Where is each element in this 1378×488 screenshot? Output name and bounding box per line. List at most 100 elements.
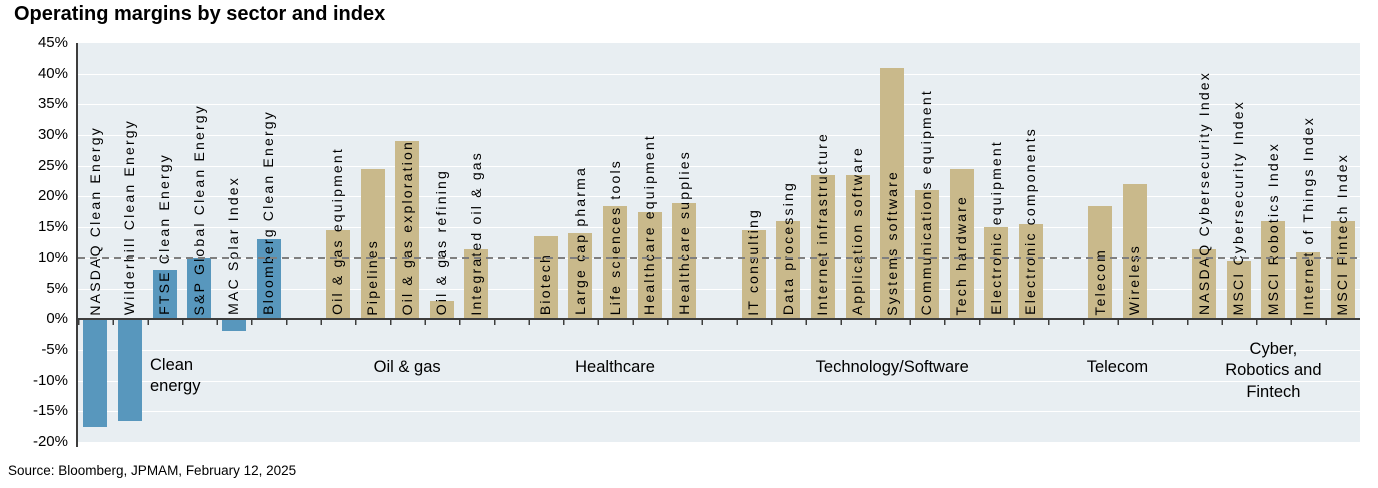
gridline: [78, 227, 1360, 229]
bar-label: Oil & gas exploration: [398, 139, 415, 316]
gridline: [78, 349, 1360, 351]
bar: [1261, 221, 1286, 320]
bar-label: Pipelines: [364, 238, 380, 316]
gridline: [78, 411, 1360, 413]
group-label: Technology/Software: [815, 358, 969, 376]
bar: [429, 300, 454, 320]
bar-label: Integrated oil & gas: [467, 150, 484, 316]
bar-label: Wireless: [1126, 243, 1143, 316]
bar-label: Healthcare equipment: [641, 134, 658, 316]
bar-label: Internet infrastructure: [814, 131, 831, 316]
bar-label: Bloomberg Clean Energy: [260, 110, 277, 316]
y-axis-line: [76, 43, 78, 447]
bar: [325, 230, 350, 320]
plot-area: NASDAQ Clean Energy Wilderhill Clean Ener…: [78, 43, 1360, 442]
y-tick-label: -10%: [32, 371, 68, 389]
y-tick-label: 20%: [37, 187, 68, 205]
y-tick-label: 10%: [37, 248, 68, 266]
gridline: [78, 380, 1360, 382]
bar-label: NASDAQ Clean Energy: [86, 125, 103, 316]
chart-title: Operating margins by sector and index: [14, 3, 386, 25]
y-tick-label: 0%: [46, 310, 68, 328]
bar: [256, 239, 281, 320]
x-axis-line: [78, 318, 1360, 321]
bar: [810, 174, 835, 320]
gridline: [78, 165, 1360, 167]
bar-label: Electronic components: [1022, 127, 1039, 316]
bar-label: Application software: [849, 145, 866, 316]
bar-label: Wilderhill Clean Energy: [121, 119, 138, 316]
y-tick-label: 25%: [37, 156, 68, 174]
y-tick-label: 5%: [46, 279, 68, 297]
bar: [914, 190, 939, 320]
gridline: [78, 135, 1360, 137]
group-label: Healthcare: [575, 358, 655, 376]
group-label: Oil & gas: [373, 358, 441, 376]
y-tick-label: -5%: [41, 340, 68, 358]
bar: [152, 270, 177, 320]
bar: [117, 319, 142, 421]
bar: [1226, 260, 1251, 320]
bar-label: Systems software: [883, 169, 900, 316]
bar: [984, 227, 1009, 320]
bar-label: S&P Global Clean Energy: [190, 103, 207, 316]
bar-label: MSCI Fintech Index: [1334, 152, 1351, 316]
bar: [1018, 224, 1043, 320]
bar: [672, 202, 697, 320]
x-axis-ticks: [78, 320, 1360, 326]
group-label: Cyber, Robotics and Fintech: [1225, 340, 1322, 401]
bar: [603, 205, 628, 320]
bar: [83, 319, 108, 427]
bar: [360, 168, 385, 320]
y-tick-label: 45%: [37, 34, 68, 51]
source-note: Source: Bloomberg, JPMAM, February 12, 2…: [8, 463, 297, 478]
y-tick-label: 40%: [37, 64, 68, 82]
bar: [776, 221, 801, 320]
gridline: [78, 73, 1360, 75]
bar-label: MAC Solar Index: [225, 176, 242, 316]
bar: [464, 248, 489, 320]
gridline: [78, 104, 1360, 106]
bar-label: Communications equipment: [918, 88, 935, 316]
bar-label: Electronic equipment: [987, 140, 1004, 316]
bar-label: Oil & gas refining: [433, 169, 450, 316]
bar-label: MSCI Cybersecurity Index: [1230, 99, 1247, 316]
bar-label: Tech hardware: [953, 194, 970, 316]
bar-label: NASDAQ Cybersecurity Index: [1195, 71, 1212, 316]
bar: [741, 230, 766, 320]
bar: [1330, 221, 1355, 320]
group-label: Telecom: [1086, 358, 1149, 376]
bar-label: Oil & gas equipment: [329, 147, 346, 316]
bar-label: Life sciences tools: [606, 159, 623, 316]
bar: [1296, 251, 1321, 320]
y-tick-label: -15%: [32, 402, 68, 420]
bar: [187, 257, 212, 320]
gridline: [78, 288, 1360, 290]
reference-line: [78, 256, 1360, 259]
bar-label: Large cap pharma: [571, 166, 588, 316]
bar-label: FTSE Clean Energy: [156, 153, 173, 316]
bar-label: Internet of Things Index: [1299, 115, 1316, 316]
bar: [395, 141, 420, 320]
bar: [845, 174, 870, 320]
bar-label: IT consulting: [745, 207, 762, 316]
bar-label: Data processing: [779, 181, 796, 316]
gridline: [78, 196, 1360, 198]
bar-label: MSCI Robotics Index: [1264, 141, 1281, 316]
y-tick-label: -20%: [32, 433, 68, 450]
y-tick-label: 15%: [37, 218, 68, 236]
bar-label: Biotech: [537, 253, 554, 316]
bar: [533, 236, 558, 320]
bar: [949, 168, 974, 320]
y-tick-label: 35%: [37, 95, 68, 113]
group-label: Clean energy: [150, 356, 201, 396]
y-tick-label: 30%: [37, 126, 68, 144]
bar: [1088, 205, 1113, 320]
bar-label: Healthcare supplies: [675, 150, 692, 316]
bar: [1192, 248, 1217, 320]
bar: [568, 233, 593, 320]
bar: [880, 67, 905, 320]
bar: [637, 211, 662, 320]
bar: [1122, 184, 1147, 320]
